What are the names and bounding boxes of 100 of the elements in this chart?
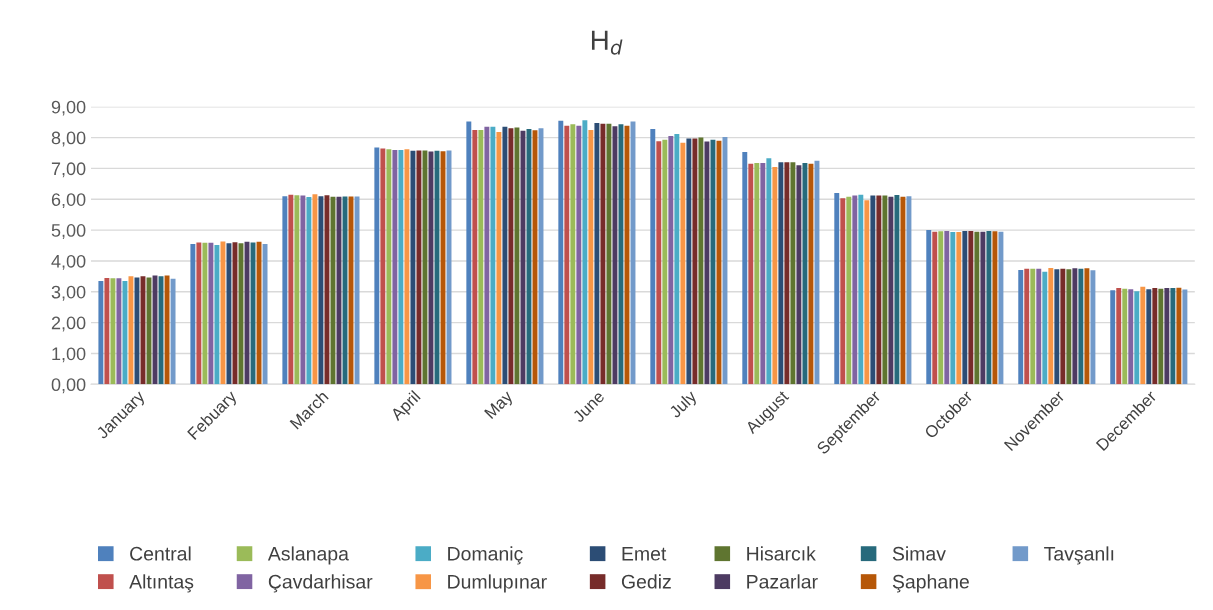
bar xyxy=(558,120,564,385)
legend-label: Hisarcık xyxy=(747,546,816,561)
legend-label: Çavdarhisar xyxy=(268,574,373,593)
bar xyxy=(128,276,134,385)
bar xyxy=(472,129,478,385)
bar xyxy=(650,128,656,385)
bar xyxy=(1054,269,1060,385)
bar xyxy=(110,278,116,385)
bar xyxy=(1116,288,1122,385)
bar xyxy=(858,194,864,385)
bar xyxy=(852,195,858,385)
bar xyxy=(478,129,484,385)
bar xyxy=(840,198,846,385)
bar xyxy=(710,139,716,385)
bar xyxy=(1110,290,1116,385)
bar xyxy=(986,231,992,385)
bar xyxy=(980,231,986,385)
bar xyxy=(466,121,472,385)
bar xyxy=(582,120,588,385)
bar xyxy=(514,127,520,385)
bar xyxy=(938,231,944,385)
y-tick-label: 5,00 xyxy=(51,224,86,239)
legend-label: Simav xyxy=(892,546,946,561)
bar xyxy=(600,123,606,385)
bar xyxy=(962,231,968,385)
bar xyxy=(576,125,582,385)
bar xyxy=(870,195,876,385)
y-tick-label: 8,00 xyxy=(51,131,86,147)
bar xyxy=(1158,288,1164,385)
bar xyxy=(496,132,502,385)
bar xyxy=(1084,268,1090,385)
bar xyxy=(208,242,214,385)
bar xyxy=(1090,270,1096,385)
bar xyxy=(484,126,490,385)
bar xyxy=(386,149,392,385)
legend-label: Tavşanlı xyxy=(1044,546,1114,565)
bar xyxy=(570,124,576,385)
bar xyxy=(398,149,404,385)
bar xyxy=(324,195,330,385)
bar xyxy=(164,275,170,385)
bar xyxy=(520,130,526,385)
bar xyxy=(1024,268,1030,385)
bar xyxy=(998,231,1004,385)
bar xyxy=(1030,268,1036,385)
bar xyxy=(1134,291,1140,385)
bar xyxy=(588,129,594,385)
bar xyxy=(416,150,422,385)
bar xyxy=(606,123,612,385)
bar xyxy=(374,147,380,385)
bar xyxy=(282,196,288,385)
bar xyxy=(220,241,226,385)
y-tick-label: 2,00 xyxy=(51,316,86,332)
legend-label: Aslanapa xyxy=(267,546,349,565)
bar xyxy=(1146,289,1152,385)
bar xyxy=(422,150,428,385)
bar xyxy=(974,231,980,385)
bar xyxy=(618,124,624,385)
bar xyxy=(170,278,176,385)
chart-title: H$_{d}$ xyxy=(591,30,623,55)
bar xyxy=(1072,268,1078,385)
y-tick-label: 3,00 xyxy=(51,285,86,301)
bar xyxy=(306,197,312,385)
bar xyxy=(1140,286,1146,385)
bar xyxy=(318,196,324,385)
bar xyxy=(1128,289,1134,385)
legend-label: Şaphane xyxy=(892,574,969,593)
bar xyxy=(312,194,318,385)
bar xyxy=(692,138,698,385)
bar xyxy=(1164,288,1170,385)
bar xyxy=(698,137,704,385)
bar xyxy=(1182,289,1188,385)
bar xyxy=(716,140,722,385)
bar xyxy=(680,142,686,385)
bar xyxy=(122,280,128,385)
bar xyxy=(410,150,416,385)
bar xyxy=(894,194,900,385)
bar xyxy=(754,162,760,385)
bar xyxy=(490,126,496,385)
bar xyxy=(98,280,104,385)
legend-label: Altıntaş xyxy=(129,574,194,593)
bar xyxy=(808,163,814,385)
bar xyxy=(1048,268,1054,385)
bar xyxy=(814,160,820,385)
bar xyxy=(876,195,882,385)
bar xyxy=(662,139,668,385)
bar xyxy=(778,162,784,385)
legend-label: Central xyxy=(130,546,191,561)
bar xyxy=(704,141,710,385)
bar xyxy=(1018,269,1024,385)
bar xyxy=(508,128,514,385)
bar xyxy=(882,195,888,385)
bar xyxy=(380,148,386,385)
bar xyxy=(906,196,912,385)
bar xyxy=(612,126,618,385)
x-tick-label: July xyxy=(668,389,700,421)
bar xyxy=(668,136,674,385)
bar xyxy=(766,158,772,385)
bar xyxy=(502,126,508,385)
bar xyxy=(968,231,974,385)
bar xyxy=(932,231,938,385)
